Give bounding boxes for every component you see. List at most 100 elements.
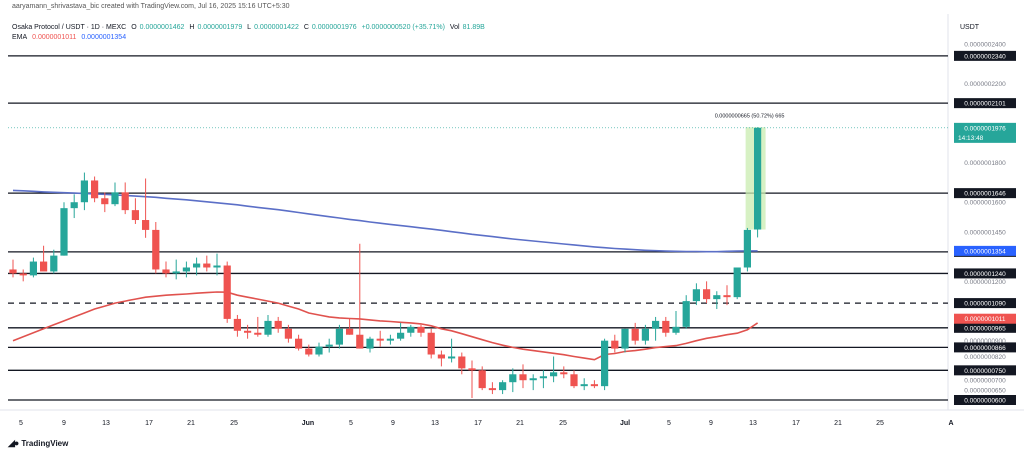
chart-credit: aaryamann_shrivastava_bic created with T…	[12, 3, 290, 10]
ema-long-line	[12, 189, 758, 253]
candle-body	[203, 263, 211, 268]
level-label: 0.0000000600	[964, 398, 1006, 405]
price-label-box	[954, 122, 1016, 143]
x-tick-label: 5	[349, 420, 353, 427]
candle-body	[478, 370, 486, 389]
candle-body	[295, 338, 303, 349]
candle-body	[407, 326, 415, 333]
x-tick-label: 21	[187, 420, 195, 427]
price-countdown: 14:13:48	[958, 135, 984, 142]
candle-body	[366, 338, 374, 349]
x-tick-label: 13	[431, 420, 439, 427]
candle-body	[356, 334, 364, 349]
x-tick-label: 25	[559, 420, 567, 427]
x-tick-label: 17	[792, 420, 800, 427]
candle-body	[172, 271, 180, 274]
level-label-box	[954, 365, 1016, 376]
ema-short-value: 0.0000001011	[32, 34, 77, 41]
candle-body	[19, 273, 27, 276]
candle-body	[580, 384, 588, 387]
y-tick-label: 0.0000002400	[964, 42, 1006, 49]
x-tick-label: Jul	[620, 420, 630, 427]
candle-body	[499, 382, 507, 391]
ema-short-line	[12, 291, 759, 361]
ema-short-label-box	[954, 313, 1016, 324]
candle-body	[509, 374, 517, 383]
candle-body	[40, 261, 48, 272]
y-tick-label: 0.0000001450	[964, 229, 1006, 236]
candle-body	[458, 356, 466, 369]
level-label: 0.0000000750	[964, 368, 1006, 375]
candle-body	[111, 192, 119, 205]
candle-body	[70, 202, 78, 209]
candle-body	[50, 255, 58, 272]
y-tick-label: 0.0000000820	[964, 354, 1006, 361]
candle-body	[29, 261, 37, 276]
symbol-name[interactable]: Osaka Protocol / USDT · 1D · MEXC	[12, 24, 127, 31]
candle-body	[233, 318, 241, 331]
volume-label: Vol	[449, 24, 460, 31]
candle-body	[682, 301, 690, 327]
candle-body	[468, 368, 476, 371]
level-label-box	[954, 188, 1016, 199]
candle-body	[631, 328, 639, 341]
level-label: 0.0000000866	[964, 345, 1006, 352]
candle-body	[611, 340, 619, 349]
level-label: 0.0000002340	[964, 53, 1006, 60]
price-label: 0.0000001976	[964, 125, 1006, 132]
dashed-level-label-box	[954, 298, 1016, 309]
candle-body	[519, 374, 527, 381]
level-label-box	[954, 322, 1016, 333]
candle-body	[193, 263, 201, 268]
candle-body	[539, 376, 547, 379]
level-label: 0.0000001646	[964, 191, 1006, 198]
x-tick-label: 5	[667, 420, 671, 427]
low-label: L	[247, 24, 252, 31]
x-tick-label: Jun	[302, 420, 314, 427]
candle-body	[427, 332, 435, 355]
candle-body	[550, 372, 558, 377]
candle-body	[60, 208, 68, 256]
candle-body	[417, 326, 425, 333]
candle-body	[325, 344, 333, 347]
candle-body	[131, 210, 139, 221]
level-label-box	[954, 342, 1016, 353]
x-tick-label: 25	[230, 420, 238, 427]
x-tick-label: 9	[709, 420, 713, 427]
candle-body	[284, 328, 292, 339]
tradingview-logo-icon: ◢●	[8, 438, 19, 448]
candle-body	[121, 192, 129, 211]
candle-body	[621, 328, 629, 349]
candle-body	[223, 265, 231, 319]
candle-body	[754, 127, 762, 230]
candle-body	[91, 180, 99, 199]
candle-body	[346, 328, 354, 335]
x-tick-label: 17	[474, 420, 482, 427]
candle-body	[244, 330, 252, 333]
candle-body	[448, 356, 456, 359]
candle-body	[376, 338, 384, 341]
y-tick-label: 0.0000000650	[964, 388, 1006, 395]
ema-label[interactable]: EMA	[12, 34, 28, 41]
candle-body	[162, 269, 170, 274]
ema-long-value: 0.0000001354	[81, 34, 127, 41]
candle-body	[254, 332, 262, 335]
x-tick-label: 9	[391, 420, 395, 427]
ema-long-label-box	[954, 245, 1016, 256]
currency-label[interactable]: USDT	[960, 24, 980, 31]
candle-body	[9, 269, 17, 274]
candle-body	[386, 338, 394, 341]
close-label: C	[303, 24, 309, 31]
candle-body	[590, 384, 598, 387]
level-label-box	[954, 50, 1016, 61]
candle-body	[397, 332, 405, 339]
x-tick-label: 21	[516, 420, 524, 427]
level-label: 0.0000000965	[964, 325, 1006, 332]
ema-legend: EMA 0.0000001011 0.0000001354	[12, 34, 129, 41]
candle-body	[152, 229, 160, 270]
ohlc-legend: Osaka Protocol / USDT · 1D · MEXC O 0.000…	[12, 24, 488, 31]
candle-body	[601, 340, 609, 387]
candle-body	[182, 267, 190, 272]
candle-body	[101, 198, 109, 205]
